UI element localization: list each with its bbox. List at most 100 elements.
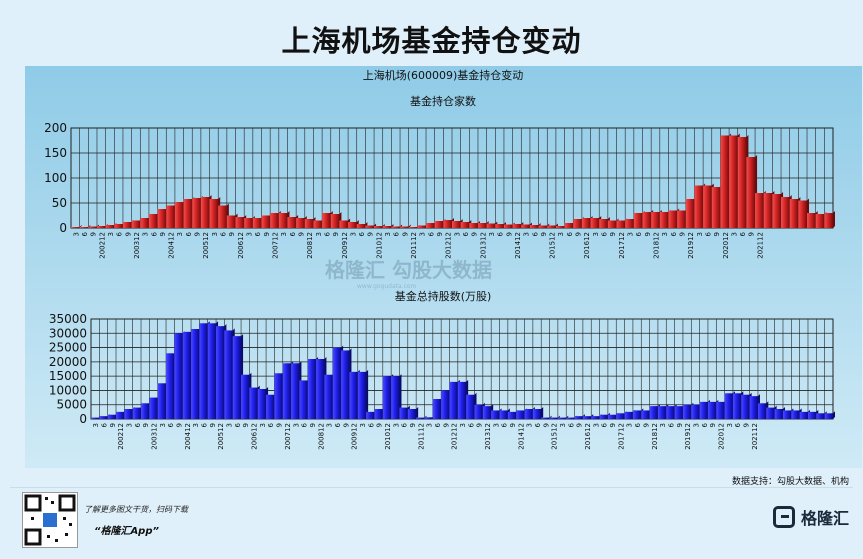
bar	[674, 406, 683, 419]
y-tick-label: 20000	[49, 355, 87, 369]
x-tick-label: 6	[201, 422, 209, 427]
y-tick-label: 30000	[49, 326, 87, 340]
bar	[441, 390, 450, 419]
bar	[304, 219, 314, 228]
x-tick-label: 9	[644, 232, 652, 236]
bar	[224, 330, 233, 419]
bar	[122, 222, 132, 228]
bar	[791, 410, 800, 419]
bar	[532, 409, 542, 419]
bar	[649, 406, 658, 419]
bar	[512, 224, 522, 228]
x-tick-label: 6	[534, 422, 542, 427]
x-tick-label: 6	[734, 422, 742, 427]
x-tick-label: 9	[748, 232, 756, 236]
x-tick-label: 201112	[410, 232, 418, 259]
x-tick-label: 9	[542, 423, 550, 427]
bar	[332, 347, 342, 419]
x-tick-label: 200612	[237, 232, 245, 259]
bar	[391, 376, 400, 419]
bar	[668, 210, 678, 228]
bar	[174, 333, 183, 419]
bar	[407, 409, 417, 419]
bar	[599, 219, 608, 228]
x-tick-label: 201912	[684, 423, 692, 450]
x-tick-label: 200412	[168, 232, 176, 259]
x-tick-label: 200712	[284, 423, 292, 450]
x-tick-label: 6	[427, 231, 435, 236]
bar	[282, 363, 292, 419]
bar	[666, 406, 675, 419]
bar	[599, 414, 608, 419]
x-tick-label: 3	[659, 423, 667, 427]
x-tick-label: 9	[159, 232, 167, 236]
y-tick-label: 100	[44, 171, 67, 185]
x-tick-label: 9	[609, 232, 617, 236]
bar	[199, 323, 208, 419]
x-tick-label: 9	[709, 423, 717, 427]
x-tick-label: 6	[234, 422, 242, 427]
bar	[226, 215, 236, 228]
x-tick-label: 3	[292, 423, 300, 427]
x-tick-label: 3	[246, 232, 254, 236]
bar	[460, 222, 470, 228]
bar	[365, 225, 375, 228]
bar	[763, 193, 773, 228]
chart1-subtitle: 基金持仓家数	[410, 94, 476, 108]
x-tick-label: 6	[134, 422, 142, 427]
bar	[564, 223, 574, 228]
bar	[737, 137, 747, 228]
x-tick-label: 9	[742, 423, 750, 427]
brand-logo: 格隆汇	[773, 505, 849, 529]
x-tick-label: 6	[185, 231, 193, 236]
bar	[252, 218, 262, 228]
bar	[677, 210, 686, 228]
x-tick-label: 9	[678, 232, 686, 236]
x-tick-label: 201612	[583, 232, 591, 259]
x-tick-label: 9	[436, 232, 444, 236]
bar	[632, 410, 642, 419]
x-tick-label: 6	[323, 231, 331, 236]
x-tick-label: 6	[601, 231, 609, 236]
x-tick-label: 3	[557, 232, 565, 236]
bar	[166, 205, 175, 228]
x-tick-label: 6	[739, 231, 747, 236]
bar	[182, 331, 192, 419]
bar	[307, 359, 317, 419]
x-tick-label: 200912	[341, 232, 349, 259]
bar	[322, 213, 331, 228]
x-tick-label: 201912	[687, 232, 695, 259]
bar	[157, 209, 167, 228]
x-tick-label: 200712	[271, 232, 279, 259]
y-tick-label: 50	[52, 196, 67, 210]
watermark-url: www.gogudata.com	[357, 283, 417, 290]
bar	[503, 224, 513, 228]
bar	[557, 417, 567, 419]
bar	[757, 403, 767, 419]
bar	[815, 214, 825, 228]
bar	[457, 381, 467, 419]
x-tick-label: 6	[462, 231, 470, 236]
logo-text: 格隆汇	[801, 509, 850, 528]
x-tick-label: 9	[263, 232, 271, 236]
x-tick-label: 200212	[117, 423, 125, 450]
bar	[516, 410, 525, 419]
chart2-title: 基金总持股数(万股)	[395, 289, 492, 303]
bar	[287, 217, 297, 228]
bar	[541, 417, 550, 419]
x-tick-label: 6	[634, 422, 642, 427]
bar	[703, 185, 712, 228]
x-tick-label: 6	[267, 422, 275, 427]
x-tick-label: 9	[194, 232, 202, 236]
x-tick-label: 6	[434, 422, 442, 427]
x-tick-label: 3	[192, 423, 200, 427]
bar	[782, 410, 792, 419]
x-tick-label: 3	[392, 423, 400, 427]
bar	[529, 225, 539, 228]
x-tick-label: 6	[531, 231, 539, 236]
bar	[174, 202, 184, 228]
x-tick-label: 201312	[484, 423, 492, 450]
x-tick-label: 3	[726, 423, 734, 427]
bar	[499, 410, 508, 419]
bar	[729, 135, 738, 228]
